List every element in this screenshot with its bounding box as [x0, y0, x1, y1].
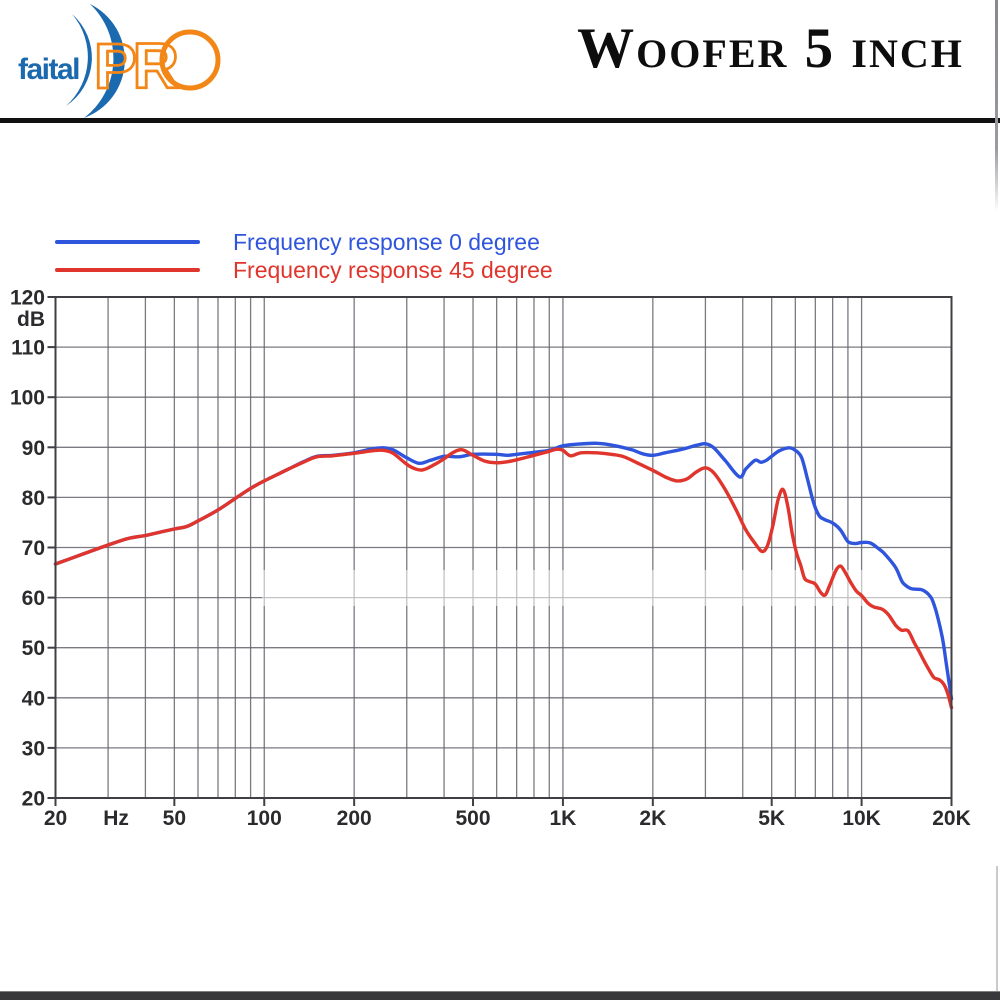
bottom-bar-rule [0, 991, 1000, 1000]
svg-text:500: 500 [455, 807, 490, 830]
legend-label-45-degree: Frequency response 45 degree [233, 256, 553, 283]
legend-line-blue-icon [55, 240, 200, 244]
curve-frequency-response-45-degree [53, 447, 954, 710]
svg-text:200: 200 [337, 807, 372, 830]
legend-item-45-degree: Frequency response 45 degree [55, 256, 553, 284]
svg-text:100: 100 [247, 807, 282, 830]
svg-text:100: 100 [10, 387, 45, 410]
logo-crescent-thin-icon [66, 14, 92, 106]
header-divider-rule [0, 118, 1000, 123]
legend-line-red-icon [55, 268, 200, 272]
svg-text:70: 70 [22, 537, 45, 560]
svg-text:110: 110 [11, 337, 45, 360]
svg-text:90: 90 [22, 437, 45, 460]
svg-text:120: 120 [10, 287, 45, 310]
svg-text:30: 30 [22, 737, 45, 760]
plot-frame [47, 296, 953, 806]
svg-text:10K: 10K [842, 807, 881, 830]
svg-text:Hz: Hz [103, 807, 129, 830]
axis-labels: 120 110 100 90 80 70 60 50 40 30 20 dB 20 Hz 50 100 200 5… [10, 287, 971, 831]
svg-text:1K: 1K [549, 807, 576, 830]
right-edge-line-top [995, 0, 998, 212]
logo-text-faital: faital [18, 53, 79, 86]
grid-lines [54, 296, 953, 799]
logo-crescent-icon [84, 4, 125, 118]
svg-text:20K: 20K [932, 807, 971, 830]
svg-text:20: 20 [44, 807, 67, 830]
svg-text:80: 80 [22, 487, 45, 510]
legend-label-0-degree: Frequency response 0 degree [233, 228, 540, 255]
svg-text:20: 20 [22, 788, 45, 811]
svg-text:dB: dB [17, 308, 45, 331]
right-edge-line-bottom [996, 866, 998, 992]
response-curves [53, 441, 954, 710]
svg-text:40: 40 [22, 687, 45, 710]
watermark-smudge [262, 570, 950, 606]
svg-text:2K: 2K [639, 807, 666, 830]
svg-text:50: 50 [22, 637, 45, 660]
svg-text:50: 50 [163, 807, 186, 830]
page-title: Woofer 5 inch [577, 17, 964, 80]
chart-legend: Frequency response 0 degree Frequency re… [55, 228, 553, 284]
svg-text:5K: 5K [758, 807, 785, 830]
brand-logo: faital PR [18, 4, 221, 118]
legend-item-0-degree: Frequency response 0 degree [55, 228, 553, 256]
svg-text:60: 60 [22, 587, 45, 610]
logo-o-ring-icon [159, 29, 221, 91]
